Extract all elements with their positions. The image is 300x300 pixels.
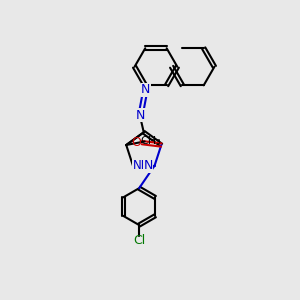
Text: CH₃: CH₃ — [141, 136, 162, 146]
Text: N: N — [143, 159, 153, 172]
Text: NH: NH — [133, 159, 150, 172]
Text: N: N — [141, 83, 151, 96]
Text: Cl: Cl — [133, 234, 145, 247]
Text: O: O — [132, 136, 142, 148]
Text: N: N — [136, 109, 146, 122]
